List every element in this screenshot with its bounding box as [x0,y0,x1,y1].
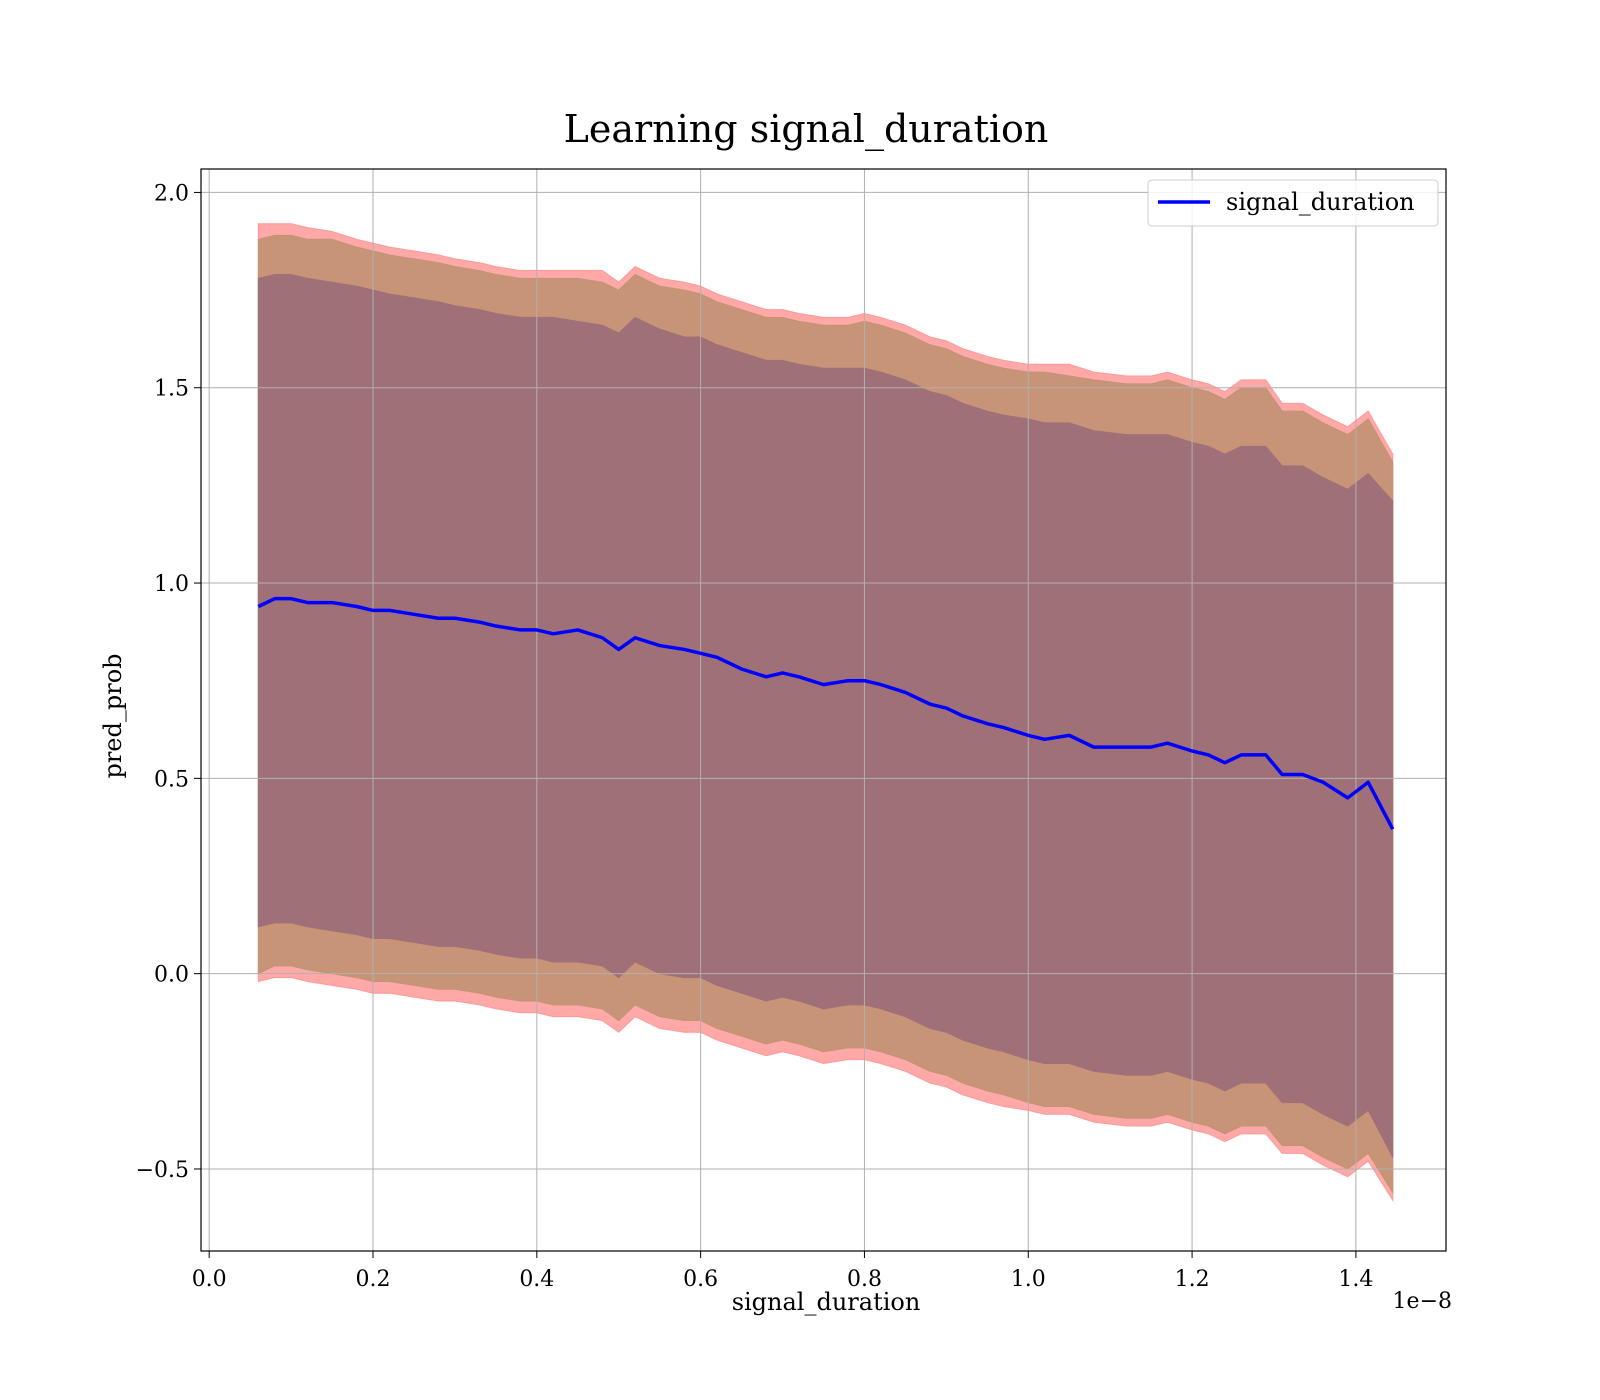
x-tick-label: 0.0 [192,1267,227,1292]
y-tick-label: 1.5 [154,377,189,402]
series-line-signal-duration [257,596,1395,830]
plot-area [200,168,1447,1252]
y-tick-label: −0.5 [136,1158,189,1183]
legend: signal_duration [1147,179,1439,227]
y-tick-label: 2.0 [154,181,189,206]
x-tick-label: 1.2 [1175,1267,1210,1292]
x-tick-label: 1.0 [1011,1267,1046,1292]
confidence-bands [257,223,1394,1202]
x-axis-offset-text: 1e−8 [1393,1289,1452,1314]
x-tick-label: 0.8 [847,1267,882,1292]
x-axis-ticks: 0.0 0.2 0.4 0.6 0.8 1.0 1.2 1.4 [192,1251,1373,1292]
y-tick-label: 0.0 [154,963,189,988]
series-lines [257,596,1395,830]
plot-frame [200,168,1447,1252]
y-tick-label: 0.5 [154,767,189,792]
grid-lines [201,169,1446,1251]
legend-label: signal_duration [1226,188,1415,216]
x-tick-label: 1.4 [1338,1267,1373,1292]
y-axis-ticks: −0.5 0.0 0.5 1.0 1.5 2.0 [136,181,201,1183]
x-tick-label: 0.6 [683,1267,718,1292]
y-axis-label: pred_prob [99,653,127,778]
legend-box [1147,179,1439,227]
chart-title: Learning signal_duration [564,107,1049,152]
x-axis-label: signal_duration [732,1288,921,1316]
x-tick-label: 0.4 [519,1267,554,1292]
y-tick-label: 1.0 [154,572,189,597]
x-tick-label: 0.2 [356,1267,391,1292]
